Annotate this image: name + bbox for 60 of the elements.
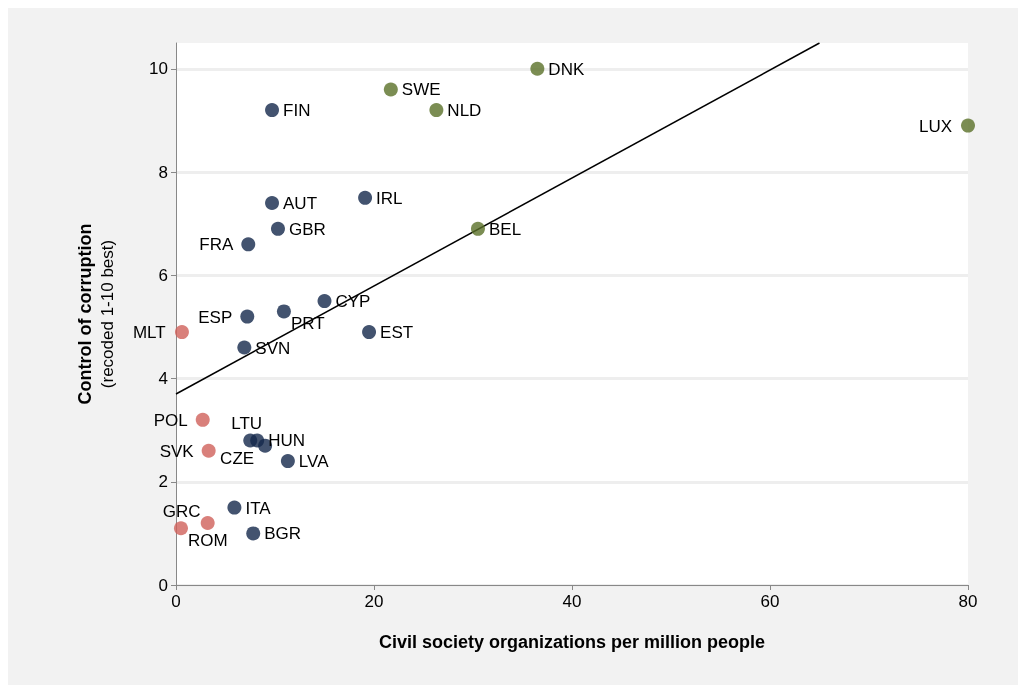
point: [280, 454, 295, 469]
point: [961, 118, 975, 133]
annotation: CZE: [220, 448, 255, 468]
point: [227, 500, 242, 515]
y-tick-label: 10: [149, 59, 168, 79]
annotation: ROM: [187, 531, 228, 551]
annotation: MLT: [132, 323, 166, 343]
x-tick-label: 80: [958, 592, 978, 611]
point: [241, 237, 256, 252]
point: [174, 325, 189, 340]
annotation: GRC: [162, 502, 201, 522]
point: [270, 221, 285, 236]
point: [429, 103, 444, 118]
annotation: DNK: [548, 59, 585, 79]
y-tick-label: 6: [158, 265, 168, 285]
point: [317, 294, 332, 309]
point: [237, 340, 252, 355]
x-tick-label: 0: [171, 592, 181, 611]
annotation: SVK: [159, 441, 195, 461]
point: [200, 516, 215, 531]
point: [173, 521, 188, 536]
y-tick-label: 8: [158, 162, 168, 182]
annotation: AUT: [283, 194, 318, 214]
annotation: BEL: [488, 219, 522, 239]
annotation: SWE: [401, 80, 441, 100]
point: [195, 412, 210, 427]
annotation: LUX: [919, 116, 953, 136]
annotation: POL: [153, 410, 188, 430]
annotation: SVN: [255, 338, 291, 358]
y-axis-title: Control of corruption (recoded 1-10 best): [75, 223, 117, 405]
annotation: EST: [380, 323, 414, 343]
point: [362, 325, 377, 340]
point: [470, 221, 485, 236]
point: [201, 443, 216, 458]
x-tick-label: 60: [760, 592, 780, 611]
y-tick-label: 0: [158, 575, 168, 595]
x-axis-title: Civil society organizations per million people: [378, 632, 766, 652]
y-tick-label: 2: [158, 472, 168, 492]
annotation: IRL: [376, 188, 403, 208]
annotation: NLD: [447, 101, 482, 121]
point: [358, 190, 373, 205]
point: [276, 304, 291, 319]
point: [530, 61, 545, 76]
point: [246, 526, 261, 541]
point: [240, 309, 255, 324]
point: [265, 196, 280, 211]
annotation: HUN: [268, 431, 306, 451]
annotation: LTU: [231, 414, 263, 434]
annotation: FIN: [283, 101, 311, 121]
annotation: ESP: [198, 307, 233, 327]
annotation: LVA: [298, 452, 330, 472]
annotation: BGR: [264, 524, 302, 544]
annotation: GBR: [288, 219, 326, 239]
point: [265, 103, 280, 118]
x-tick-label: 40: [562, 592, 582, 611]
point: [383, 82, 398, 97]
annotation: FRA: [199, 235, 234, 255]
y-tick-label: 4: [158, 369, 168, 389]
annotation: ITA: [245, 498, 272, 518]
x-tick-label: 20: [364, 592, 384, 611]
